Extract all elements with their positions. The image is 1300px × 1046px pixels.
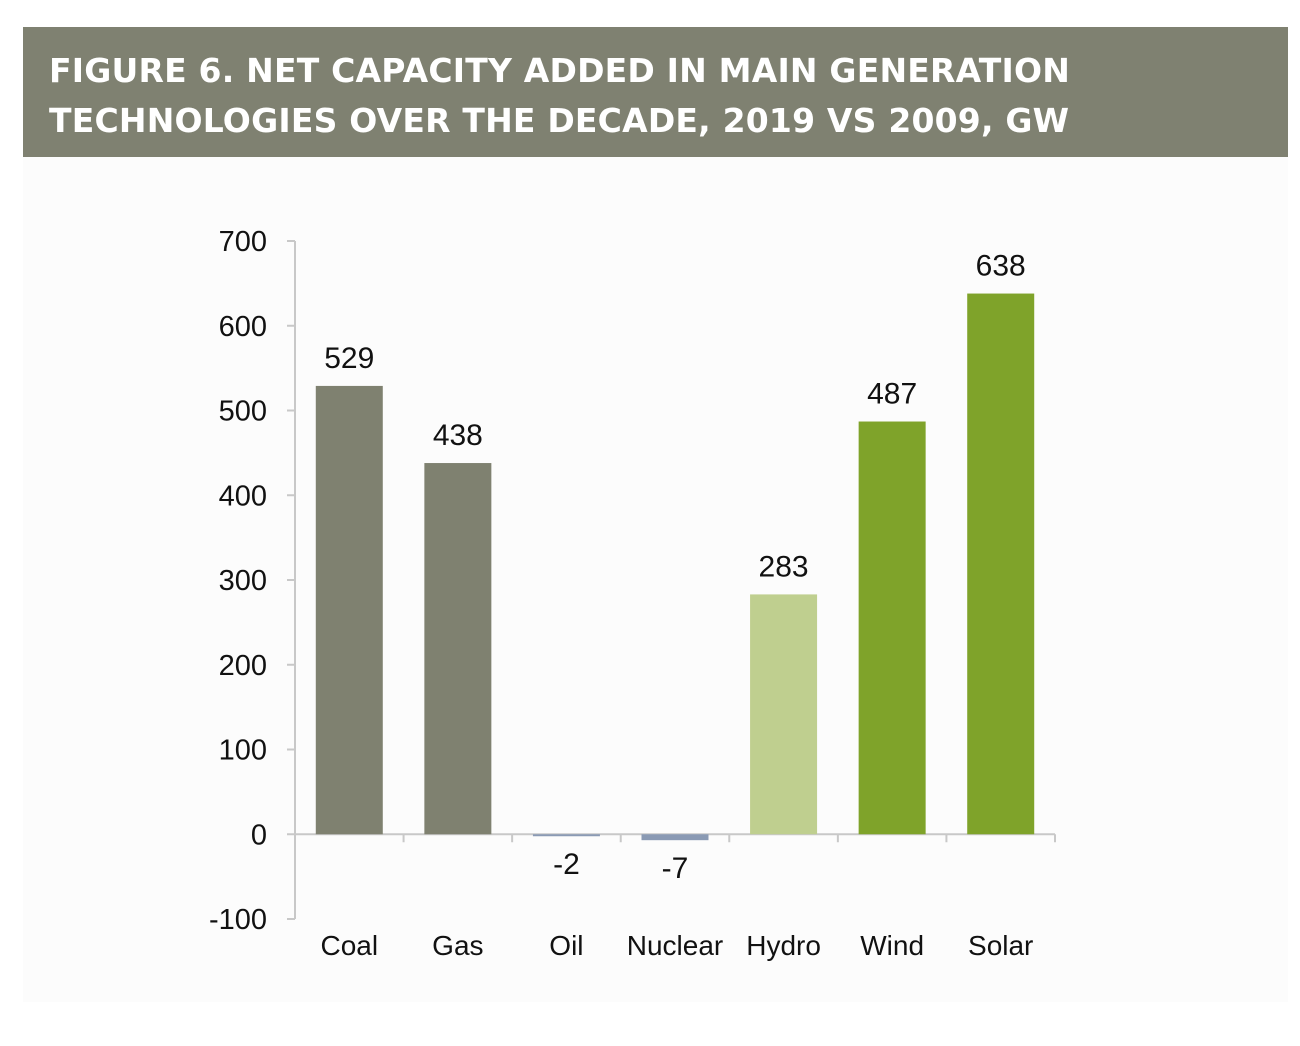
data-labels: 529 438 -2 -7 283 487 638	[324, 250, 1025, 886]
y-tick-label: 100	[219, 735, 267, 767]
category-label-oil: Oil	[549, 930, 583, 961]
bar-wind	[858, 421, 926, 835]
data-label-solar: 638	[976, 250, 1026, 283]
y-tick-label: 0	[251, 819, 267, 851]
data-label-oil: -2	[553, 848, 580, 881]
bar-coal	[315, 385, 383, 835]
bar-oil	[532, 834, 600, 837]
data-label-gas: 438	[433, 419, 483, 452]
y-tick-label: 400	[219, 480, 267, 512]
y-tick-label: -100	[209, 904, 267, 936]
data-label-coal: 529	[324, 342, 374, 375]
category-label-gas: Gas	[432, 930, 483, 961]
y-tick-label: 700	[219, 226, 267, 258]
bar-solar	[967, 293, 1035, 835]
bar-series	[315, 293, 1035, 841]
bar-hydro	[750, 594, 818, 835]
figure-title-line-1: FIGURE 6. NET CAPACITY ADDED IN MAIN GEN…	[49, 51, 1071, 90]
data-label-wind: 487	[867, 378, 917, 411]
category-label-coal: Coal	[320, 930, 378, 961]
data-label-nuclear: -7	[662, 852, 689, 885]
category-label-nuclear: Nuclear	[627, 930, 723, 961]
category-label-solar: Solar	[968, 930, 1033, 961]
category-labels: Coal Gas Oil Nuclear Hydro Wind Solar	[320, 930, 1033, 961]
y-axis: 700 600 500 400 300 200 100 0 -100	[209, 226, 296, 936]
bar-nuclear	[641, 834, 709, 841]
figure-title-banner: FIGURE 6. NET CAPACITY ADDED IN MAIN GEN…	[23, 27, 1288, 157]
figure-title-line-2: TECHNOLOGIES OVER THE DECADE, 2019 VS 20…	[49, 101, 1070, 140]
y-tick-label: 300	[219, 565, 267, 597]
chart-area	[23, 157, 1288, 1002]
y-tick-label: 600	[219, 311, 267, 343]
data-label-hydro: 283	[759, 550, 809, 583]
category-label-hydro: Hydro	[746, 930, 821, 961]
y-tick-label: 200	[219, 650, 267, 682]
category-label-wind: Wind	[860, 930, 924, 961]
y-tick-label: 500	[219, 396, 267, 428]
bar-gas	[424, 463, 492, 835]
